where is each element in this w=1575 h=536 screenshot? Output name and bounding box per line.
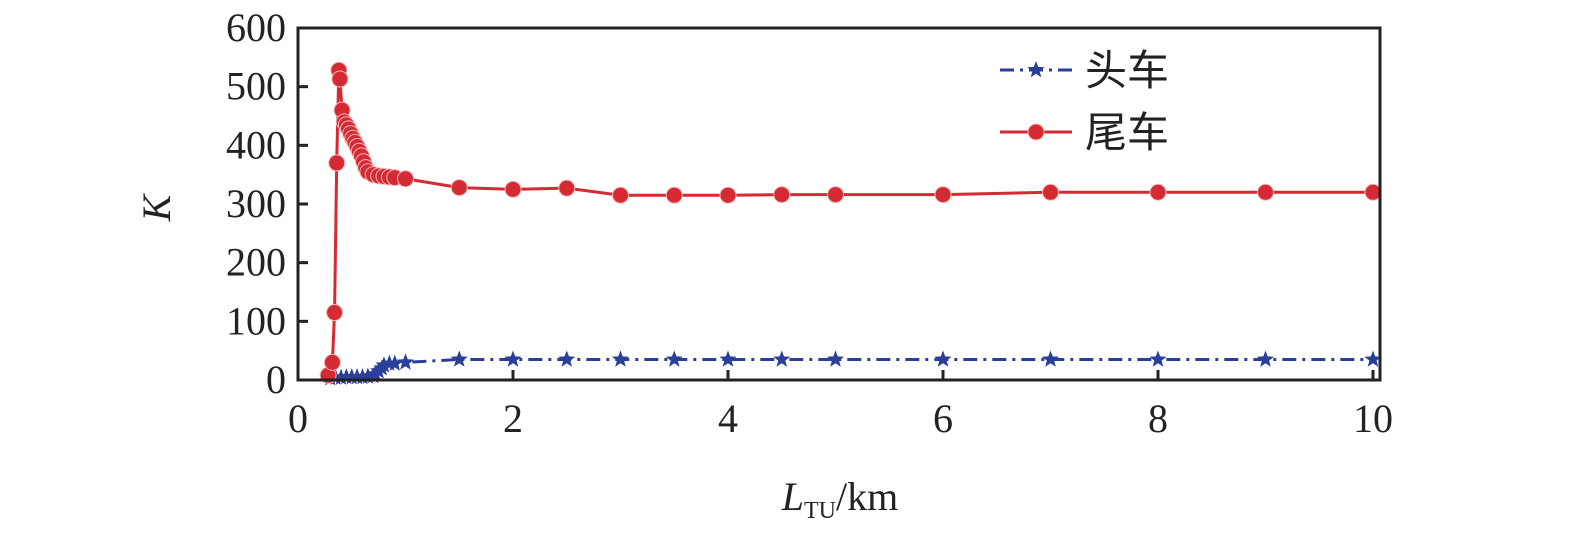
data-point [773,186,791,204]
x-tick-label: 0 [288,396,308,441]
data-point [719,186,737,204]
data-point [1149,183,1167,201]
data-point [331,70,349,88]
x-axis-label-main: L [781,474,804,519]
x-axis-label: LTU/km [781,474,898,524]
series-line [330,357,1373,380]
data-point [332,368,350,385]
x-tick-label: 6 [933,396,953,441]
data-point [558,179,576,197]
legend-marker [1027,123,1045,141]
x-tick-label: 4 [718,396,738,441]
data-point [359,367,377,384]
x-tick-label: 2 [503,396,523,441]
y-tick-label: 200 [226,240,286,285]
data-point [326,304,344,322]
y-tick-label: 400 [226,122,286,167]
series-1 [319,61,1382,384]
x-axis-label-sub: TU [804,498,836,524]
data-point [450,179,468,197]
legend-marker [1027,61,1045,78]
data-point [1041,350,1060,367]
y-tick-label: 600 [226,5,286,50]
x-tick-label: 8 [1148,396,1168,441]
y-tick-label: 100 [226,298,286,343]
data-point [1256,350,1275,367]
data-point [665,186,683,204]
data-point [1042,183,1059,201]
data-point [934,350,952,367]
data-point [504,180,522,198]
data-point [1149,350,1167,367]
plot-frame [296,26,1382,382]
data-point [375,356,393,373]
data-point [504,350,522,367]
legend-label: 尾车 [1085,111,1169,157]
data-point [323,353,341,371]
y-tick-label: 0 [266,357,286,402]
series-line [326,70,1373,376]
data-point [1257,183,1274,201]
data-point [719,350,737,367]
y-tick-label: 500 [226,64,286,109]
data-point [328,154,346,172]
data-point [773,350,791,367]
data-point [396,353,415,370]
data-point [612,186,629,204]
data-point [611,350,630,367]
data-point [934,186,952,204]
data-point [397,170,414,188]
data-point [1364,350,1382,367]
x-tick-label: 10 [1353,396,1393,441]
y-axis-label: K [134,192,179,222]
x-axis-label-unit: /km [836,474,898,519]
data-point [558,350,576,367]
data-point [827,186,844,204]
legend-label: 头车 [1085,49,1169,95]
data-point [353,368,372,385]
data-point [386,354,404,371]
y-tick-label: 300 [226,181,286,226]
data-point [826,350,845,367]
data-point [450,350,468,367]
data-point [665,350,683,367]
